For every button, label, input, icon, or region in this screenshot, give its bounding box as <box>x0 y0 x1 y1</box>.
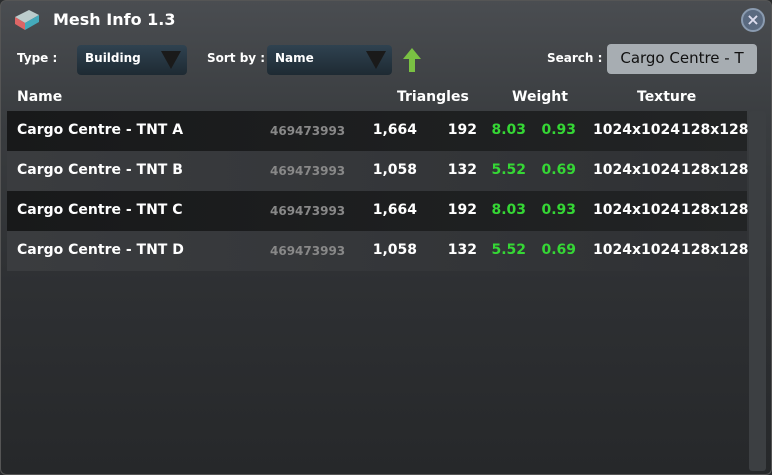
table-row[interactable]: Cargo Centre - TNT C 469473993 1,664 192 8.0… <box>7 191 749 231</box>
table-row[interactable]: Cargo Centre - TNT A 469473993 1,664 192 8.0… <box>7 111 749 151</box>
cell-tri: 1,058 <box>372 162 417 178</box>
cell-tex1: 1024x1024 <box>593 242 680 258</box>
sort-dropdown[interactable]: Name <box>267 45 392 75</box>
chevron-down-icon <box>161 51 181 69</box>
cell-id: 469473993 <box>270 204 346 218</box>
type-dropdown[interactable]: Building <box>77 45 187 75</box>
cell-w2: 0.69 <box>541 162 576 178</box>
cell-w1: 8.03 <box>491 122 526 138</box>
cell-w2: 0.69 <box>541 242 576 258</box>
cell-name: Cargo Centre - TNT C <box>17 202 183 218</box>
header-name[interactable]: Name <box>17 89 63 105</box>
cell-tex2: 128x128 <box>681 122 749 138</box>
cell-tex1: 1024x1024 <box>593 202 680 218</box>
cell-tri: 1,664 <box>372 202 417 218</box>
cell-name: Cargo Centre - TNT D <box>17 242 184 258</box>
sort-label: Sort by : <box>207 51 266 65</box>
cell-tri: 1,058 <box>372 242 417 258</box>
table-row[interactable]: Cargo Centre - TNT D 469473993 1,058 132 5.5… <box>7 231 749 271</box>
scrollbar[interactable] <box>749 111 766 471</box>
search-input[interactable]: Cargo Centre - T <box>607 44 757 74</box>
header-triangles[interactable]: Triangles <box>397 89 469 105</box>
header-weight[interactable]: Weight <box>512 89 568 105</box>
cell-lod: 192 <box>447 122 477 138</box>
cell-lod: 192 <box>447 202 477 218</box>
header-texture[interactable]: Texture <box>637 89 697 105</box>
sort-value: Name <box>275 51 314 65</box>
cell-tri: 1,664 <box>372 122 417 138</box>
cell-tex2: 128x128 <box>681 242 749 258</box>
window-title: Mesh Info 1.3 <box>53 10 176 29</box>
cell-w1: 5.52 <box>491 162 526 178</box>
close-button[interactable]: × <box>741 8 765 32</box>
type-label: Type : <box>17 51 58 65</box>
cell-tex2: 128x128 <box>681 202 749 218</box>
building-icon <box>15 10 39 30</box>
cell-tex1: 1024x1024 <box>593 162 680 178</box>
cell-id: 469473993 <box>270 244 346 258</box>
cell-tex2: 128x128 <box>681 162 749 178</box>
cell-tex1: 1024x1024 <box>593 122 680 138</box>
cell-w2: 0.93 <box>541 202 576 218</box>
cell-w2: 0.93 <box>541 122 576 138</box>
chevron-down-icon <box>366 51 386 69</box>
cell-id: 469473993 <box>270 164 346 178</box>
cell-id: 469473993 <box>270 124 346 138</box>
cell-name: Cargo Centre - TNT B <box>17 162 183 178</box>
cell-w1: 8.03 <box>491 202 526 218</box>
type-value: Building <box>85 51 141 65</box>
cell-lod: 132 <box>447 162 477 178</box>
cell-lod: 132 <box>447 242 477 258</box>
sort-ascending-arrow-icon[interactable] <box>403 48 421 72</box>
table-row[interactable]: Cargo Centre - TNT B 469473993 1,058 132 5.5… <box>7 151 749 191</box>
cell-w1: 5.52 <box>491 242 526 258</box>
cell-name: Cargo Centre - TNT A <box>17 122 184 138</box>
search-label: Search : <box>547 51 603 65</box>
